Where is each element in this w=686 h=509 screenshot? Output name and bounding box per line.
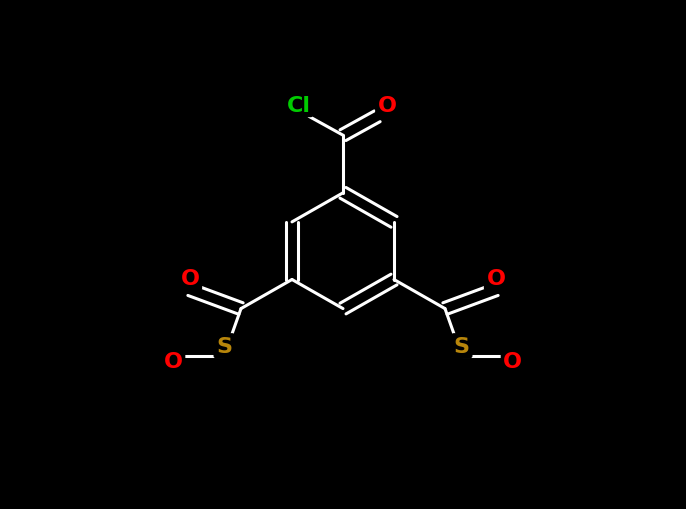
Text: O: O [504,351,522,372]
Text: O: O [180,268,200,289]
Text: S: S [454,336,470,356]
Text: S: S [216,336,232,356]
Text: Cl: Cl [287,95,311,116]
Text: O: O [486,268,506,289]
Text: O: O [164,351,182,372]
Text: O: O [378,95,397,116]
